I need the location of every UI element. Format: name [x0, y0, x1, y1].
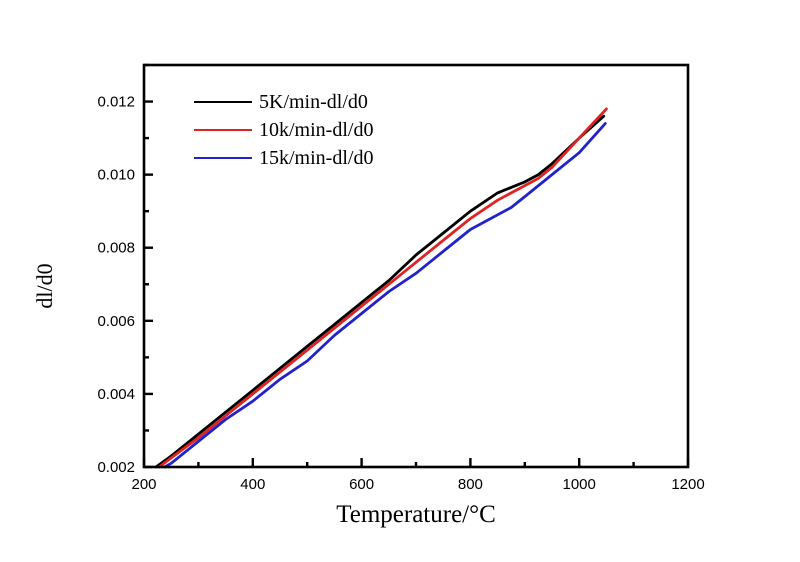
series-line-1 — [154, 114, 606, 469]
legend-label: 10k/min-dl/d0 — [259, 119, 374, 141]
x-tick-label: 600 — [349, 476, 374, 493]
y-axis-title: dl/d0 — [32, 263, 57, 309]
legend-label: 5K/min-dl/d0 — [259, 91, 368, 113]
legend-line-sample-black — [194, 101, 252, 103]
y-tick-label: 0.006 — [97, 313, 135, 330]
x-tick-label: 1200 — [671, 476, 704, 493]
y-tick-label: 0.004 — [97, 386, 135, 403]
y-tick-label: 0.002 — [97, 459, 135, 476]
y-tick-label: 0.010 — [97, 167, 135, 184]
y-tick-label: 0.012 — [97, 94, 135, 111]
plot-frame — [142, 63, 690, 469]
series-line-2 — [157, 107, 608, 469]
legend-entry: 10k/min-dl/d0 — [194, 116, 373, 144]
legend-label: 15k/min-dl/d0 — [259, 147, 374, 169]
x-tick-label: 200 — [131, 476, 156, 493]
x-tick-label: 1000 — [563, 476, 596, 493]
x-tick-label: 800 — [458, 476, 483, 493]
x-axis-title: Temperature/°C — [336, 501, 496, 528]
legend: 5K/min-dl/d0 10k/min-dl/d0 15k/min-dl/d0 — [194, 88, 373, 172]
y-tick-label: 0.008 — [97, 240, 135, 257]
legend-line-sample-red — [194, 129, 252, 131]
series-line-3 — [163, 122, 607, 469]
legend-entry: 15k/min-dl/d0 — [194, 144, 373, 172]
legend-line-sample-blue — [194, 157, 252, 159]
legend-entry: 5K/min-dl/d0 — [194, 88, 373, 116]
x-tick-label: 400 — [240, 476, 265, 493]
